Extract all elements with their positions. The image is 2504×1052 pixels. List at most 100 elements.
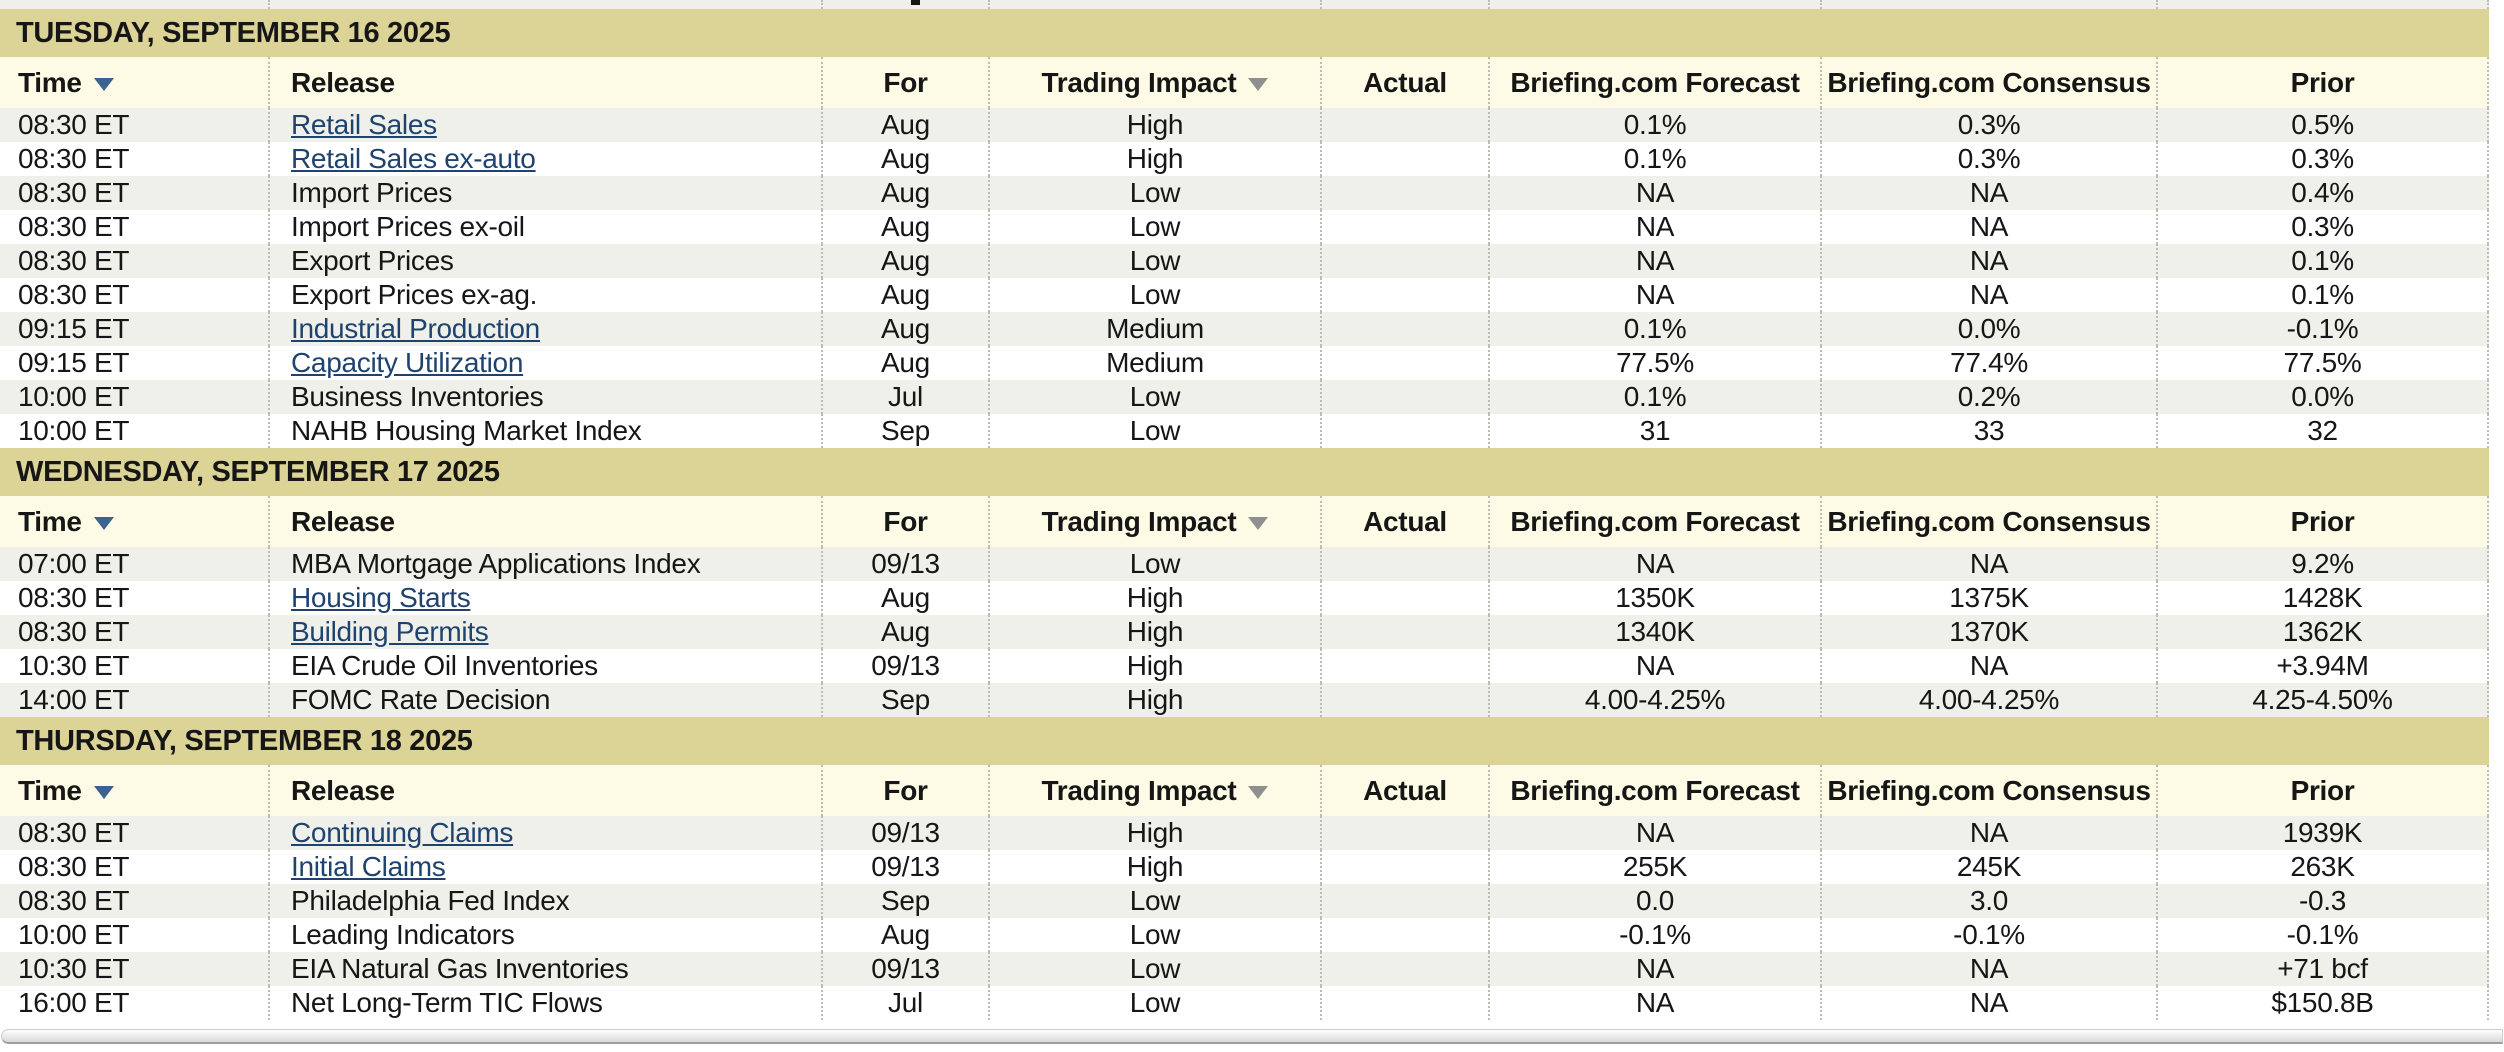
release-link[interactable]: Continuing Claims xyxy=(291,817,514,848)
column-header-time[interactable]: Time xyxy=(0,57,270,108)
cell-consensus: 0.0% xyxy=(1822,312,2158,346)
cell-consensus: 1375K xyxy=(1822,581,2158,615)
cell-impact: Low xyxy=(990,210,1322,244)
cell-release: Import Prices ex-oil xyxy=(270,210,823,244)
cell-value: 09/13 xyxy=(871,548,940,579)
release-link[interactable]: Retail Sales ex-auto xyxy=(291,143,536,174)
column-header-label: For xyxy=(883,774,928,806)
cell-prior: 0.5% xyxy=(2158,108,2489,142)
cell-value: +71 bcf xyxy=(2277,953,2368,984)
day-section: TUESDAY, SEPTEMBER 16 2025 Time Release Fo… xyxy=(0,9,2489,448)
column-header-time[interactable]: Time xyxy=(0,765,270,816)
cell-value: NA xyxy=(1969,211,2009,242)
cell-time: 09:15 ET xyxy=(0,312,270,346)
cell-impact: High xyxy=(990,581,1322,615)
cell-release: Capacity Utilization xyxy=(270,346,823,380)
cell-release: Business Inventories xyxy=(270,380,823,414)
cell-consensus: 245K xyxy=(1822,850,2158,884)
cell-value: -0.1% xyxy=(1619,919,1691,950)
cell-value: Low xyxy=(1129,211,1181,242)
release-link[interactable]: Industrial Production xyxy=(291,313,540,344)
date-band-label: WEDNESDAY, SEPTEMBER 17 2025 xyxy=(16,455,500,488)
cell-value: 08:30 ET xyxy=(18,279,130,310)
cell-for: Aug xyxy=(823,210,990,244)
release-link[interactable]: Building Permits xyxy=(291,616,489,647)
cell-for: Aug xyxy=(823,176,990,210)
cell-value: Aug xyxy=(881,211,930,242)
column-header-for: For xyxy=(823,57,990,108)
cell-prior: 9.2% xyxy=(2158,547,2489,581)
cell-value: 32 xyxy=(2307,415,2338,446)
cell-actual xyxy=(1322,952,1490,986)
cell-time: 08:30 ET xyxy=(0,581,270,615)
cell-release: Building Permits xyxy=(270,615,823,649)
cell-forecast: NA xyxy=(1490,816,1822,850)
cell-value: Medium xyxy=(1106,313,1204,344)
cell-time: 10:00 ET xyxy=(0,380,270,414)
cell-for: Aug xyxy=(823,615,990,649)
cell-value: Sep xyxy=(881,415,930,446)
cell-actual xyxy=(1322,414,1490,448)
cell-value: 263K xyxy=(2290,851,2355,882)
release-label: Import Prices xyxy=(291,177,453,208)
cell-time: 14:00 ET xyxy=(0,683,270,717)
cell-actual xyxy=(1322,108,1490,142)
column-header-label: Time xyxy=(18,774,82,806)
release-link[interactable]: Retail Sales xyxy=(291,109,437,140)
table-row: 09:15 ET Industrial Production Aug Medium 0.… xyxy=(0,312,2489,346)
column-header-label: Actual xyxy=(1363,774,1447,806)
cell-time: 10:30 ET xyxy=(0,649,270,683)
table-row: 14:00 ET FOMC Rate Decision Sep High 4.00-4.… xyxy=(0,683,2489,717)
cell-value: -0.1% xyxy=(2286,919,2359,950)
cell-value: Jul xyxy=(888,987,923,1018)
cell-impact: Low xyxy=(990,380,1322,414)
column-header-time[interactable]: Time xyxy=(0,496,270,547)
column-header-release: Release xyxy=(270,496,823,547)
date-band: TUESDAY, SEPTEMBER 16 2025 xyxy=(0,9,2489,57)
cell-for: 09/13 xyxy=(823,952,990,986)
cell-value: 4.00-4.25% xyxy=(1918,684,2060,715)
column-header-label: Time xyxy=(18,505,82,537)
column-header-label: Time xyxy=(18,66,82,98)
cell-value: 33 xyxy=(1973,415,2005,446)
day-section: WEDNESDAY, SEPTEMBER 17 2025 Time Release… xyxy=(0,448,2489,717)
cell-actual xyxy=(1322,918,1490,952)
cell-value: 0.3% xyxy=(2291,143,2354,174)
cell-value: Sep xyxy=(881,684,930,715)
release-link[interactable]: Capacity Utilization xyxy=(291,347,524,378)
release-link[interactable]: Initial Claims xyxy=(291,851,446,882)
cell-value: NA xyxy=(1969,279,2009,310)
cell-value: NA xyxy=(1635,279,1675,310)
cell-consensus: 4.00-4.25% xyxy=(1822,683,2158,717)
cell-actual xyxy=(1322,683,1490,717)
cell-forecast: 0.1% xyxy=(1490,108,1822,142)
cell-consensus: 0.3% xyxy=(1822,108,2158,142)
column-header-impact[interactable]: Trading Impact xyxy=(990,57,1322,108)
release-link[interactable]: Housing Starts xyxy=(291,582,471,613)
cell-value: 08:30 ET xyxy=(18,885,130,916)
cell-prior: -0.3 xyxy=(2158,884,2489,918)
cell-value: 08:30 ET xyxy=(18,582,130,613)
cell-consensus: NA xyxy=(1822,547,2158,581)
cell-value: Low xyxy=(1129,381,1181,412)
cell-for: Sep xyxy=(823,683,990,717)
cell-prior: +71 bcf xyxy=(2158,952,2489,986)
cell-consensus: 3.0 xyxy=(1822,884,2158,918)
column-header-for: For xyxy=(823,765,990,816)
cell-actual xyxy=(1322,142,1490,176)
cell-time: 08:30 ET xyxy=(0,108,270,142)
column-header-label: Briefing.com Consensus xyxy=(1827,505,2151,537)
column-header-impact[interactable]: Trading Impact xyxy=(990,496,1322,547)
cell-actual xyxy=(1322,380,1490,414)
cell-consensus: NA xyxy=(1822,210,2158,244)
release-label: EIA Crude Oil Inventories xyxy=(291,650,598,681)
cell-value: 08:30 ET xyxy=(18,109,130,140)
column-header-label: Prior xyxy=(2290,66,2355,98)
cell-value: 245K xyxy=(1956,851,2022,882)
cut-off-cell xyxy=(823,0,990,9)
horizontal-scrollbar[interactable] xyxy=(1,1029,2503,1044)
column-header-impact[interactable]: Trading Impact xyxy=(990,765,1322,816)
cell-actual xyxy=(1322,278,1490,312)
cell-value: NA xyxy=(1969,987,2009,1018)
